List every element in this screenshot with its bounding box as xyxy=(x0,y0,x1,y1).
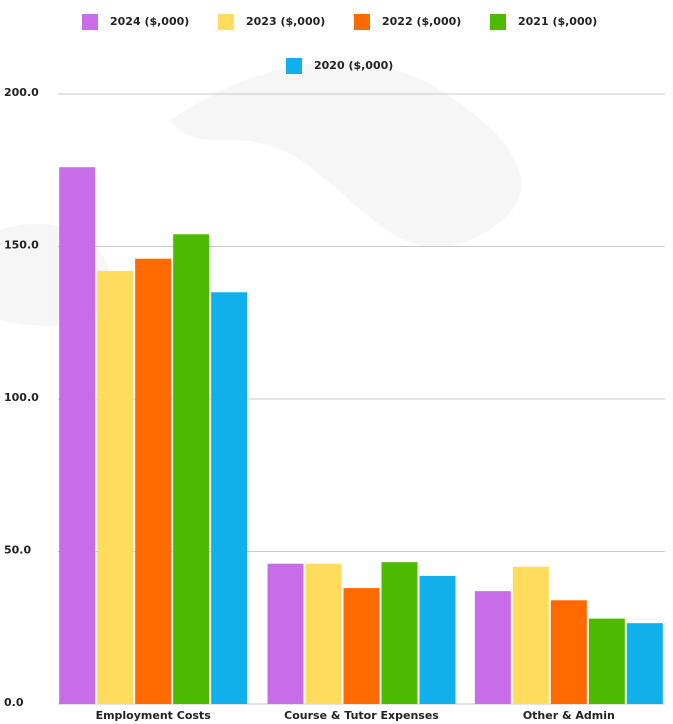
legend-swatch xyxy=(490,14,506,30)
x-tick-label: Other & Admin xyxy=(523,709,615,722)
legend-swatch xyxy=(354,14,370,30)
legend-label: 2023 ($,000) xyxy=(246,15,325,28)
bar xyxy=(420,576,456,704)
bar xyxy=(211,292,247,704)
bar xyxy=(59,167,95,704)
legend-label: 2022 ($,000) xyxy=(382,15,461,28)
bar xyxy=(344,588,380,704)
bar xyxy=(551,600,587,704)
bar xyxy=(382,562,418,704)
bar xyxy=(475,591,511,704)
y-tick-label: 100.0 xyxy=(4,391,39,404)
legend-swatch xyxy=(82,14,98,30)
x-tick-label: Employment Costs xyxy=(96,709,212,722)
legend-label: 2021 ($,000) xyxy=(518,15,597,28)
bar xyxy=(627,623,663,704)
bar xyxy=(97,271,133,704)
y-tick-label: 200.0 xyxy=(4,86,39,99)
y-tick-label: 150.0 xyxy=(4,239,39,252)
y-tick-label: 50.0 xyxy=(4,544,31,557)
legend-swatch xyxy=(286,58,302,74)
bar xyxy=(173,234,209,704)
bar xyxy=(589,619,625,704)
bar xyxy=(306,564,342,704)
chart: 0.0 50.0 100.0 150.0 200.0 2024 ($,000) 2023 (… xyxy=(0,0,673,724)
bar xyxy=(513,567,549,704)
bar xyxy=(135,259,171,704)
legend-swatch xyxy=(218,14,234,30)
bar xyxy=(268,564,304,704)
y-tick-label: 0.0 xyxy=(4,696,24,709)
legend-label: 2020 ($,000) xyxy=(314,59,393,72)
legend-label: 2024 ($,000) xyxy=(110,15,189,28)
x-tick-label: Course & Tutor Expenses xyxy=(284,709,439,722)
